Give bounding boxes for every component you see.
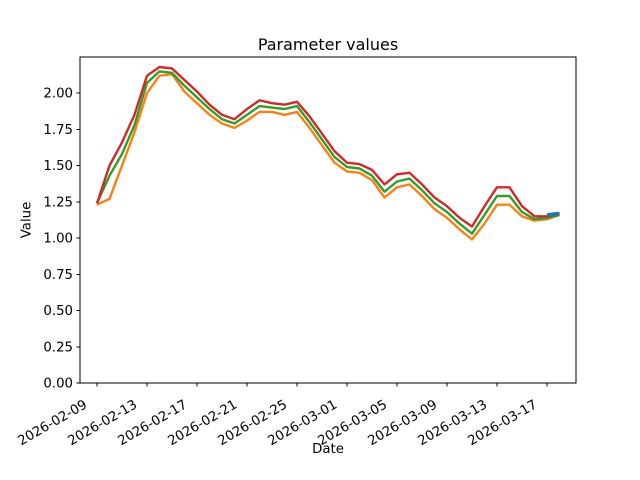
y-tick-label: 1.50: [43, 159, 73, 174]
blue-end-line: [546, 211, 560, 217]
y-tick-label: 2.00: [43, 87, 73, 102]
y-tick-label: 0.25: [43, 340, 73, 355]
x-axis-label: Date: [312, 442, 344, 457]
y-tick-label: 1.25: [43, 195, 73, 210]
y-tick-label: 1.00: [43, 232, 73, 247]
red-line: [95, 65, 560, 228]
y-tick-label: 1.75: [43, 123, 73, 138]
y-tick-label: 0.50: [43, 304, 73, 319]
y-tick-label: 0.75: [43, 268, 73, 283]
plot-frame: [79, 56, 577, 384]
chart-title: Parameter values: [257, 35, 399, 54]
green-line: [95, 70, 560, 235]
y-axis-label: Value: [19, 201, 35, 239]
y-tick-label: 0.00: [43, 377, 73, 392]
orange-line: [96, 72, 560, 241]
